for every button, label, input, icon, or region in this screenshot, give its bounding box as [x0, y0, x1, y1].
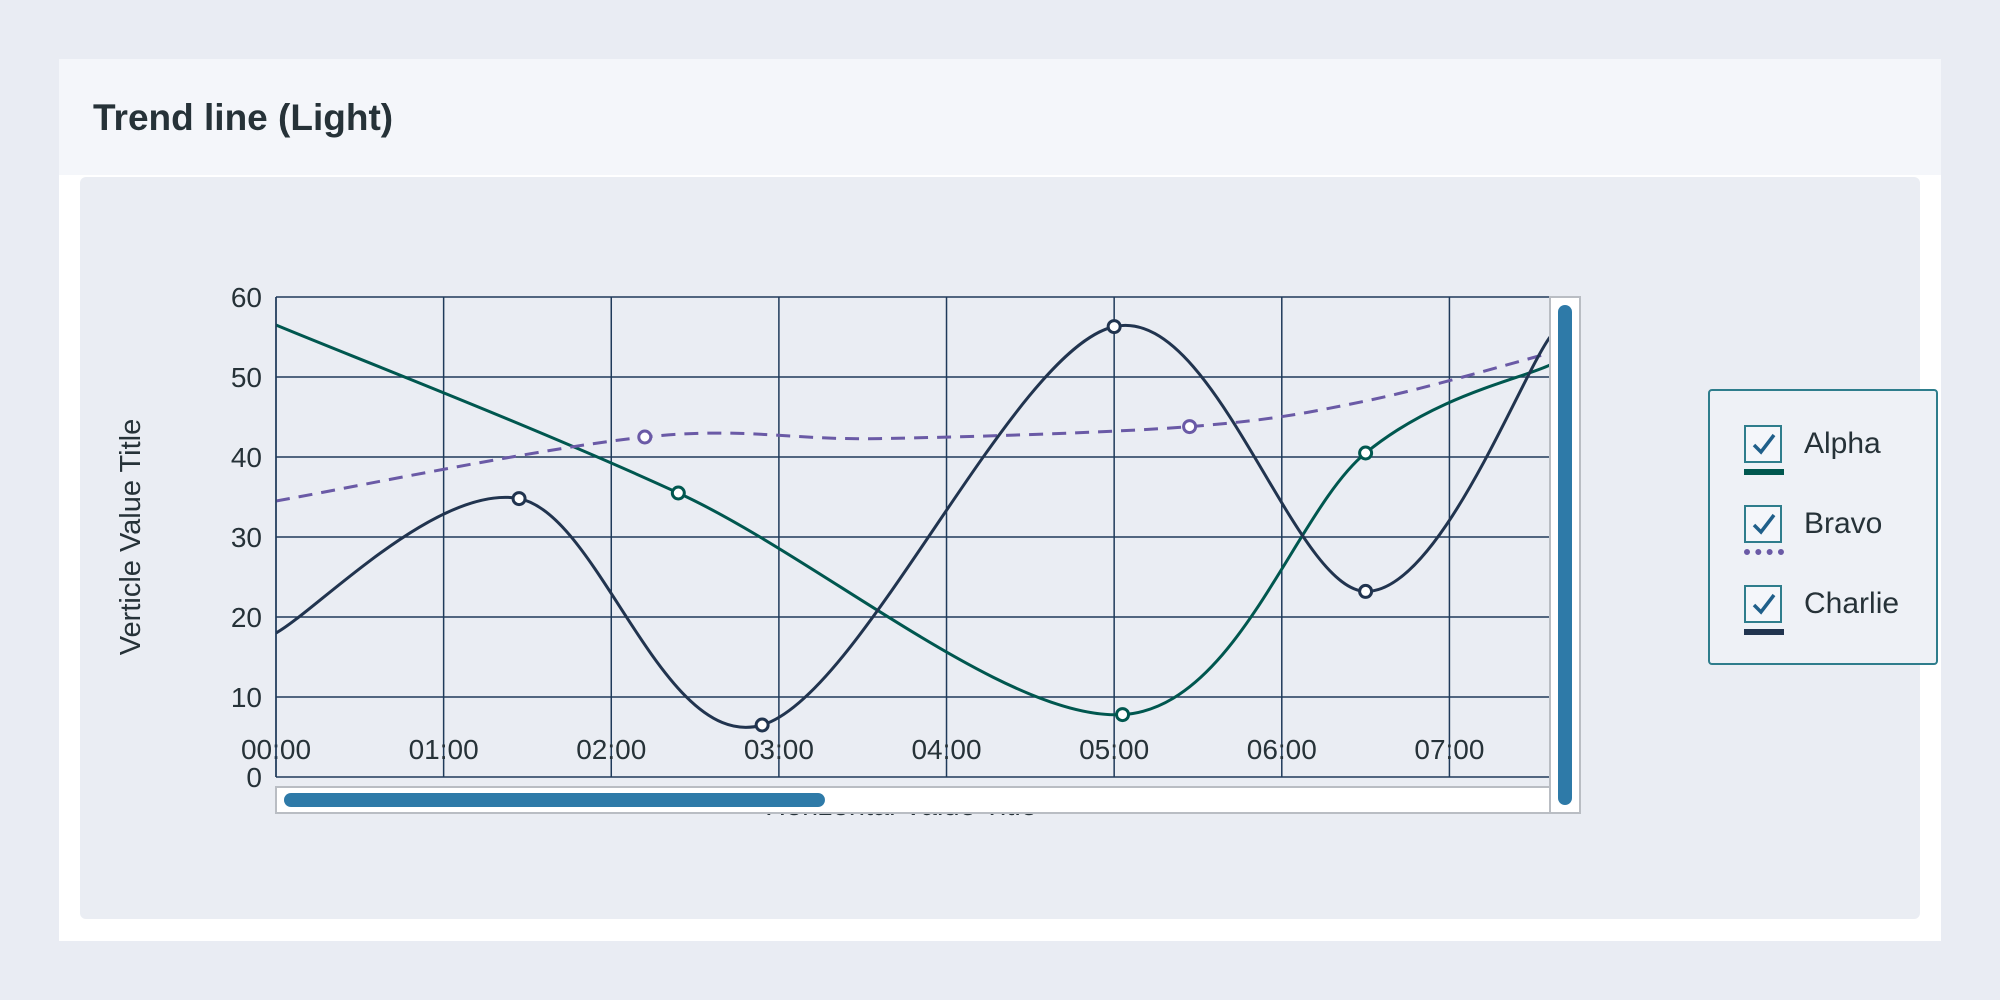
data-point-charlie — [1106, 319, 1122, 335]
x-tick-label: 05:00 — [1079, 734, 1149, 765]
legend-item-alpha[interactable]: Alpha — [1744, 425, 1934, 485]
series-line-alpha — [276, 323, 1550, 717]
charlie-line-swatch-icon — [1744, 629, 1784, 635]
alpha-line-swatch-icon — [1744, 469, 1784, 475]
chart-card: Trend line (Light) 0 10 20 30 40 50 60 00:00 01:… — [59, 59, 1941, 941]
data-point-bravo — [637, 429, 653, 445]
data-point-bravo — [1182, 419, 1198, 435]
y-tick-label: 30 — [231, 522, 262, 553]
data-point-charlie — [754, 717, 770, 733]
checkbox-checked-icon[interactable] — [1744, 505, 1782, 543]
y-tick-label: 20 — [231, 602, 262, 633]
x-tick-label: 01:00 — [409, 734, 479, 765]
series-line-charlie — [276, 323, 1550, 729]
y-tick-label: 10 — [231, 682, 262, 713]
y-tick-label: 40 — [231, 442, 262, 473]
legend-item-charlie[interactable]: Charlie — [1744, 585, 1934, 645]
card-title: Trend line (Light) — [93, 97, 394, 138]
data-point-charlie — [511, 491, 527, 507]
horizontal-scrollbar-thumb[interactable] — [284, 793, 825, 807]
bravo-line-swatch-icon — [1744, 549, 1784, 555]
legend-label: Charlie — [1804, 587, 1900, 620]
data-point-alpha — [1115, 707, 1131, 723]
chart-area: 0 10 20 30 40 50 60 00:00 01:00 02:00 03:00 04:00 05… — [80, 177, 1938, 919]
x-tick-label: 02:00 — [576, 734, 646, 765]
x-tick-label: 06:00 — [1247, 734, 1317, 765]
legend: Alpha Bravo Charlie — [1708, 389, 1938, 665]
legend-item-bravo[interactable]: Bravo — [1744, 505, 1934, 565]
checkbox-checked-icon[interactable] — [1744, 585, 1782, 623]
series-line-bravo — [276, 351, 1550, 503]
y-tick-label: 60 — [231, 282, 262, 313]
y-axis-title: Verticle Value Title — [115, 419, 147, 655]
x-tick-label: 07:00 — [1414, 734, 1484, 765]
x-tick-label: 03:00 — [744, 734, 814, 765]
data-point-alpha — [670, 485, 686, 501]
y-tick-label: 0 — [246, 762, 262, 793]
data-point-alpha — [1358, 445, 1374, 461]
data-point-charlie — [1358, 583, 1374, 599]
y-tick-label: 50 — [231, 362, 262, 393]
checkbox-checked-icon[interactable] — [1744, 425, 1782, 463]
legend-label: Bravo — [1804, 507, 1883, 540]
x-tick-label: 04:00 — [911, 734, 981, 765]
legend-label: Alpha — [1804, 427, 1881, 460]
vertical-scrollbar-thumb[interactable] — [1558, 305, 1572, 805]
card-header: Trend line (Light) — [59, 59, 1941, 175]
